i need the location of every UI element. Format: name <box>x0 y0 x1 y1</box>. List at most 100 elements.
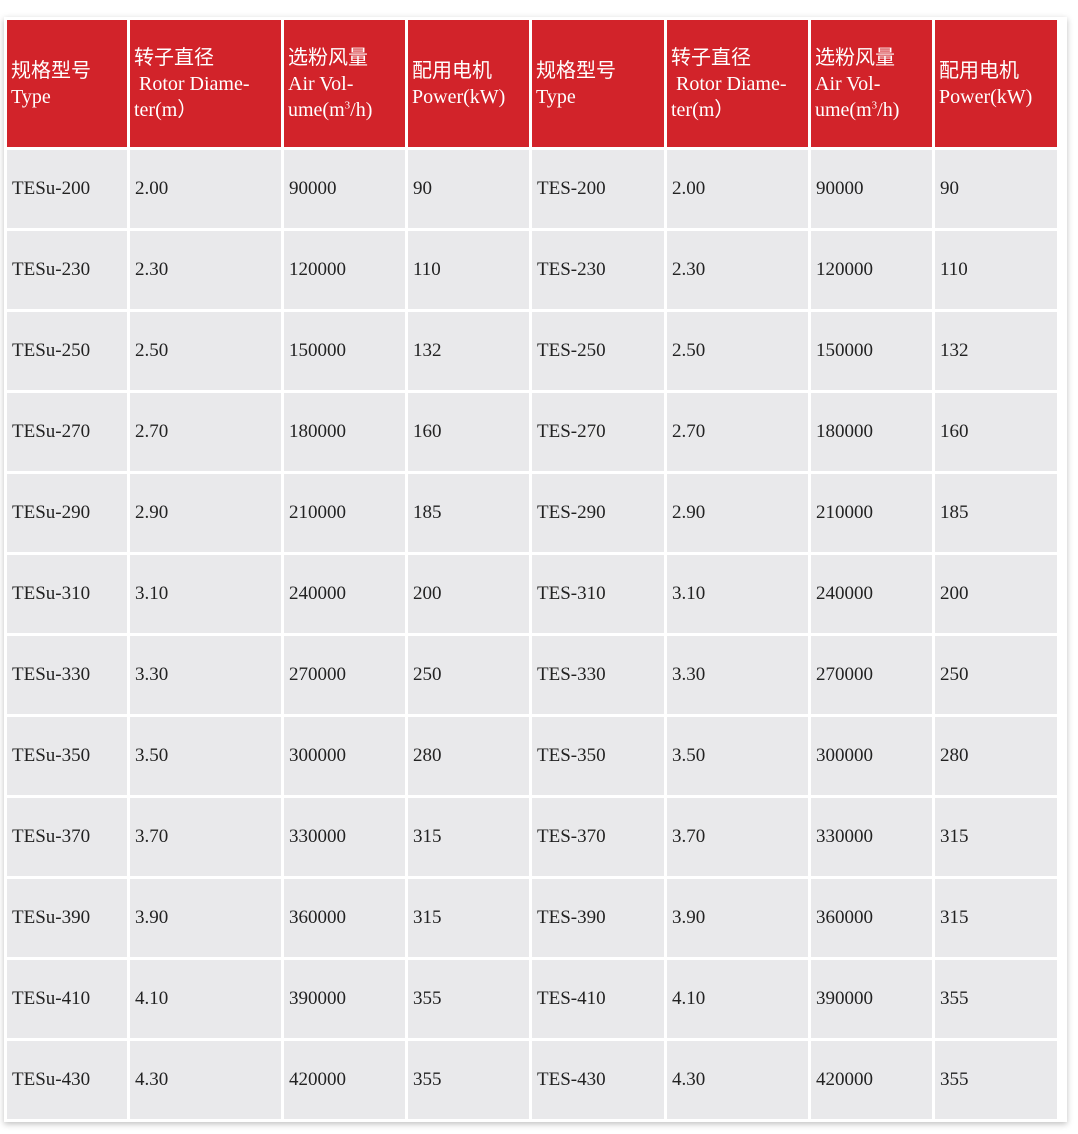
table-cell: TESu-290 <box>7 474 127 552</box>
column-header: 配用电机 Power(kW) <box>935 20 1057 147</box>
table-cell: 3.30 <box>130 636 281 714</box>
table-cell: TESu-370 <box>7 798 127 876</box>
table-cell: TES-290 <box>532 474 664 552</box>
table-cell: 330000 <box>284 798 405 876</box>
table-cell: 240000 <box>284 555 405 633</box>
table-cell: 2.30 <box>667 231 808 309</box>
table-cell: 160 <box>935 393 1057 471</box>
table-cell: 420000 <box>284 1041 405 1119</box>
table-cell: 110 <box>935 231 1057 309</box>
table-cell: TES-200 <box>532 150 664 228</box>
header-en: Rotor Diame- ter(m） <box>134 71 277 123</box>
header-en: Type <box>536 84 660 110</box>
table-cell: 2.70 <box>667 393 808 471</box>
header-en: Power(kW) <box>939 84 1053 110</box>
table-cell: TES-410 <box>532 960 664 1038</box>
table-cell: 132 <box>935 312 1057 390</box>
table-cell: 355 <box>408 960 529 1038</box>
table-cell: 185 <box>408 474 529 552</box>
table-cell: 4.10 <box>130 960 281 1038</box>
table-cell: TESu-390 <box>7 879 127 957</box>
header-en-suffix: /h) <box>350 98 373 121</box>
table-cell: 90000 <box>284 150 405 228</box>
spec-table-grid: 规格型号 Type 转子直径 Rotor Diame- ter(m） 选粉风量 Air … <box>7 20 1064 1119</box>
table-cell: 355 <box>935 1041 1057 1119</box>
table-cell: 90 <box>408 150 529 228</box>
table-cell: TESu-330 <box>7 636 127 714</box>
table-cell: 355 <box>935 960 1057 1038</box>
header-en-text: Power(kW) <box>939 85 1033 108</box>
table-cell: TES-310 <box>532 555 664 633</box>
header-en: Air Vol- ume(m3/h) <box>815 71 928 123</box>
table-cell: TES-390 <box>532 879 664 957</box>
table-cell: 3.70 <box>130 798 281 876</box>
table-cell: 2.90 <box>130 474 281 552</box>
table-cell: 355 <box>408 1041 529 1119</box>
header-en: Type <box>11 84 123 110</box>
header-en-text: Air Vol- ume(m <box>288 72 354 121</box>
table-cell: TESu-250 <box>7 312 127 390</box>
table-cell: TES-250 <box>532 312 664 390</box>
table-cell: 4.10 <box>667 960 808 1038</box>
table-cell: 3.50 <box>667 717 808 795</box>
header-zh: 选粉风量 <box>288 46 368 69</box>
table-cell: 4.30 <box>667 1041 808 1119</box>
table-cell: TES-430 <box>532 1041 664 1119</box>
header-zh: 转子直径 <box>134 46 214 69</box>
header-en-text: Rotor Diame- ter(m） <box>671 72 787 121</box>
table-cell: TES-230 <box>532 231 664 309</box>
header-en-text: Power(kW) <box>412 85 506 108</box>
table-cell: 132 <box>408 312 529 390</box>
column-header: 选粉风量 Air Vol- ume(m3/h) <box>811 20 932 147</box>
table-cell: 270000 <box>284 636 405 714</box>
table-cell: 3.50 <box>130 717 281 795</box>
table-cell: 2.00 <box>130 150 281 228</box>
table-cell: TES-350 <box>532 717 664 795</box>
table-cell: 110 <box>408 231 529 309</box>
column-header: 选粉风量 Air Vol- ume(m3/h) <box>284 20 405 147</box>
table-cell: 200 <box>935 555 1057 633</box>
table-cell: 3.90 <box>130 879 281 957</box>
table-cell: 390000 <box>284 960 405 1038</box>
table-cell: 2.70 <box>130 393 281 471</box>
table-cell: 360000 <box>811 879 932 957</box>
table-cell: 270000 <box>811 636 932 714</box>
table-cell: 150000 <box>811 312 932 390</box>
header-zh: 规格型号 <box>536 59 616 82</box>
table-cell: 90 <box>935 150 1057 228</box>
header-en: Air Vol- ume(m3/h) <box>288 71 401 123</box>
table-cell: 250 <box>935 636 1057 714</box>
column-header: 规格型号 Type <box>7 20 127 147</box>
table-cell: TES-370 <box>532 798 664 876</box>
table-cell: 280 <box>935 717 1057 795</box>
table-cell: 160 <box>408 393 529 471</box>
table-cell: 150000 <box>284 312 405 390</box>
table-cell: TES-270 <box>532 393 664 471</box>
table-cell: 210000 <box>811 474 932 552</box>
table-cell: 3.30 <box>667 636 808 714</box>
table-cell: 3.70 <box>667 798 808 876</box>
header-superscript: 3 <box>344 98 351 111</box>
table-cell: 2.50 <box>130 312 281 390</box>
table-cell: 2.00 <box>667 150 808 228</box>
column-header: 转子直径 Rotor Diame- ter(m） <box>130 20 281 147</box>
table-cell: 360000 <box>284 879 405 957</box>
table-cell: 300000 <box>284 717 405 795</box>
table-cell: 4.30 <box>130 1041 281 1119</box>
table-cell: 2.50 <box>667 312 808 390</box>
table-cell: TESu-350 <box>7 717 127 795</box>
table-cell: TESu-410 <box>7 960 127 1038</box>
column-header: 配用电机 Power(kW) <box>408 20 529 147</box>
column-header: 规格型号 Type <box>532 20 664 147</box>
table-cell: 185 <box>935 474 1057 552</box>
table-cell: TESu-430 <box>7 1041 127 1119</box>
spec-table: 规格型号 Type 转子直径 Rotor Diame- ter(m） 选粉风量 Air … <box>4 17 1067 1122</box>
table-cell: 250 <box>408 636 529 714</box>
table-cell: 2.90 <box>667 474 808 552</box>
table-cell: TESu-230 <box>7 231 127 309</box>
table-cell: 300000 <box>811 717 932 795</box>
table-cell: 315 <box>408 798 529 876</box>
table-cell: 90000 <box>811 150 932 228</box>
table-cell: 3.10 <box>667 555 808 633</box>
header-en-suffix: /h) <box>877 98 900 121</box>
